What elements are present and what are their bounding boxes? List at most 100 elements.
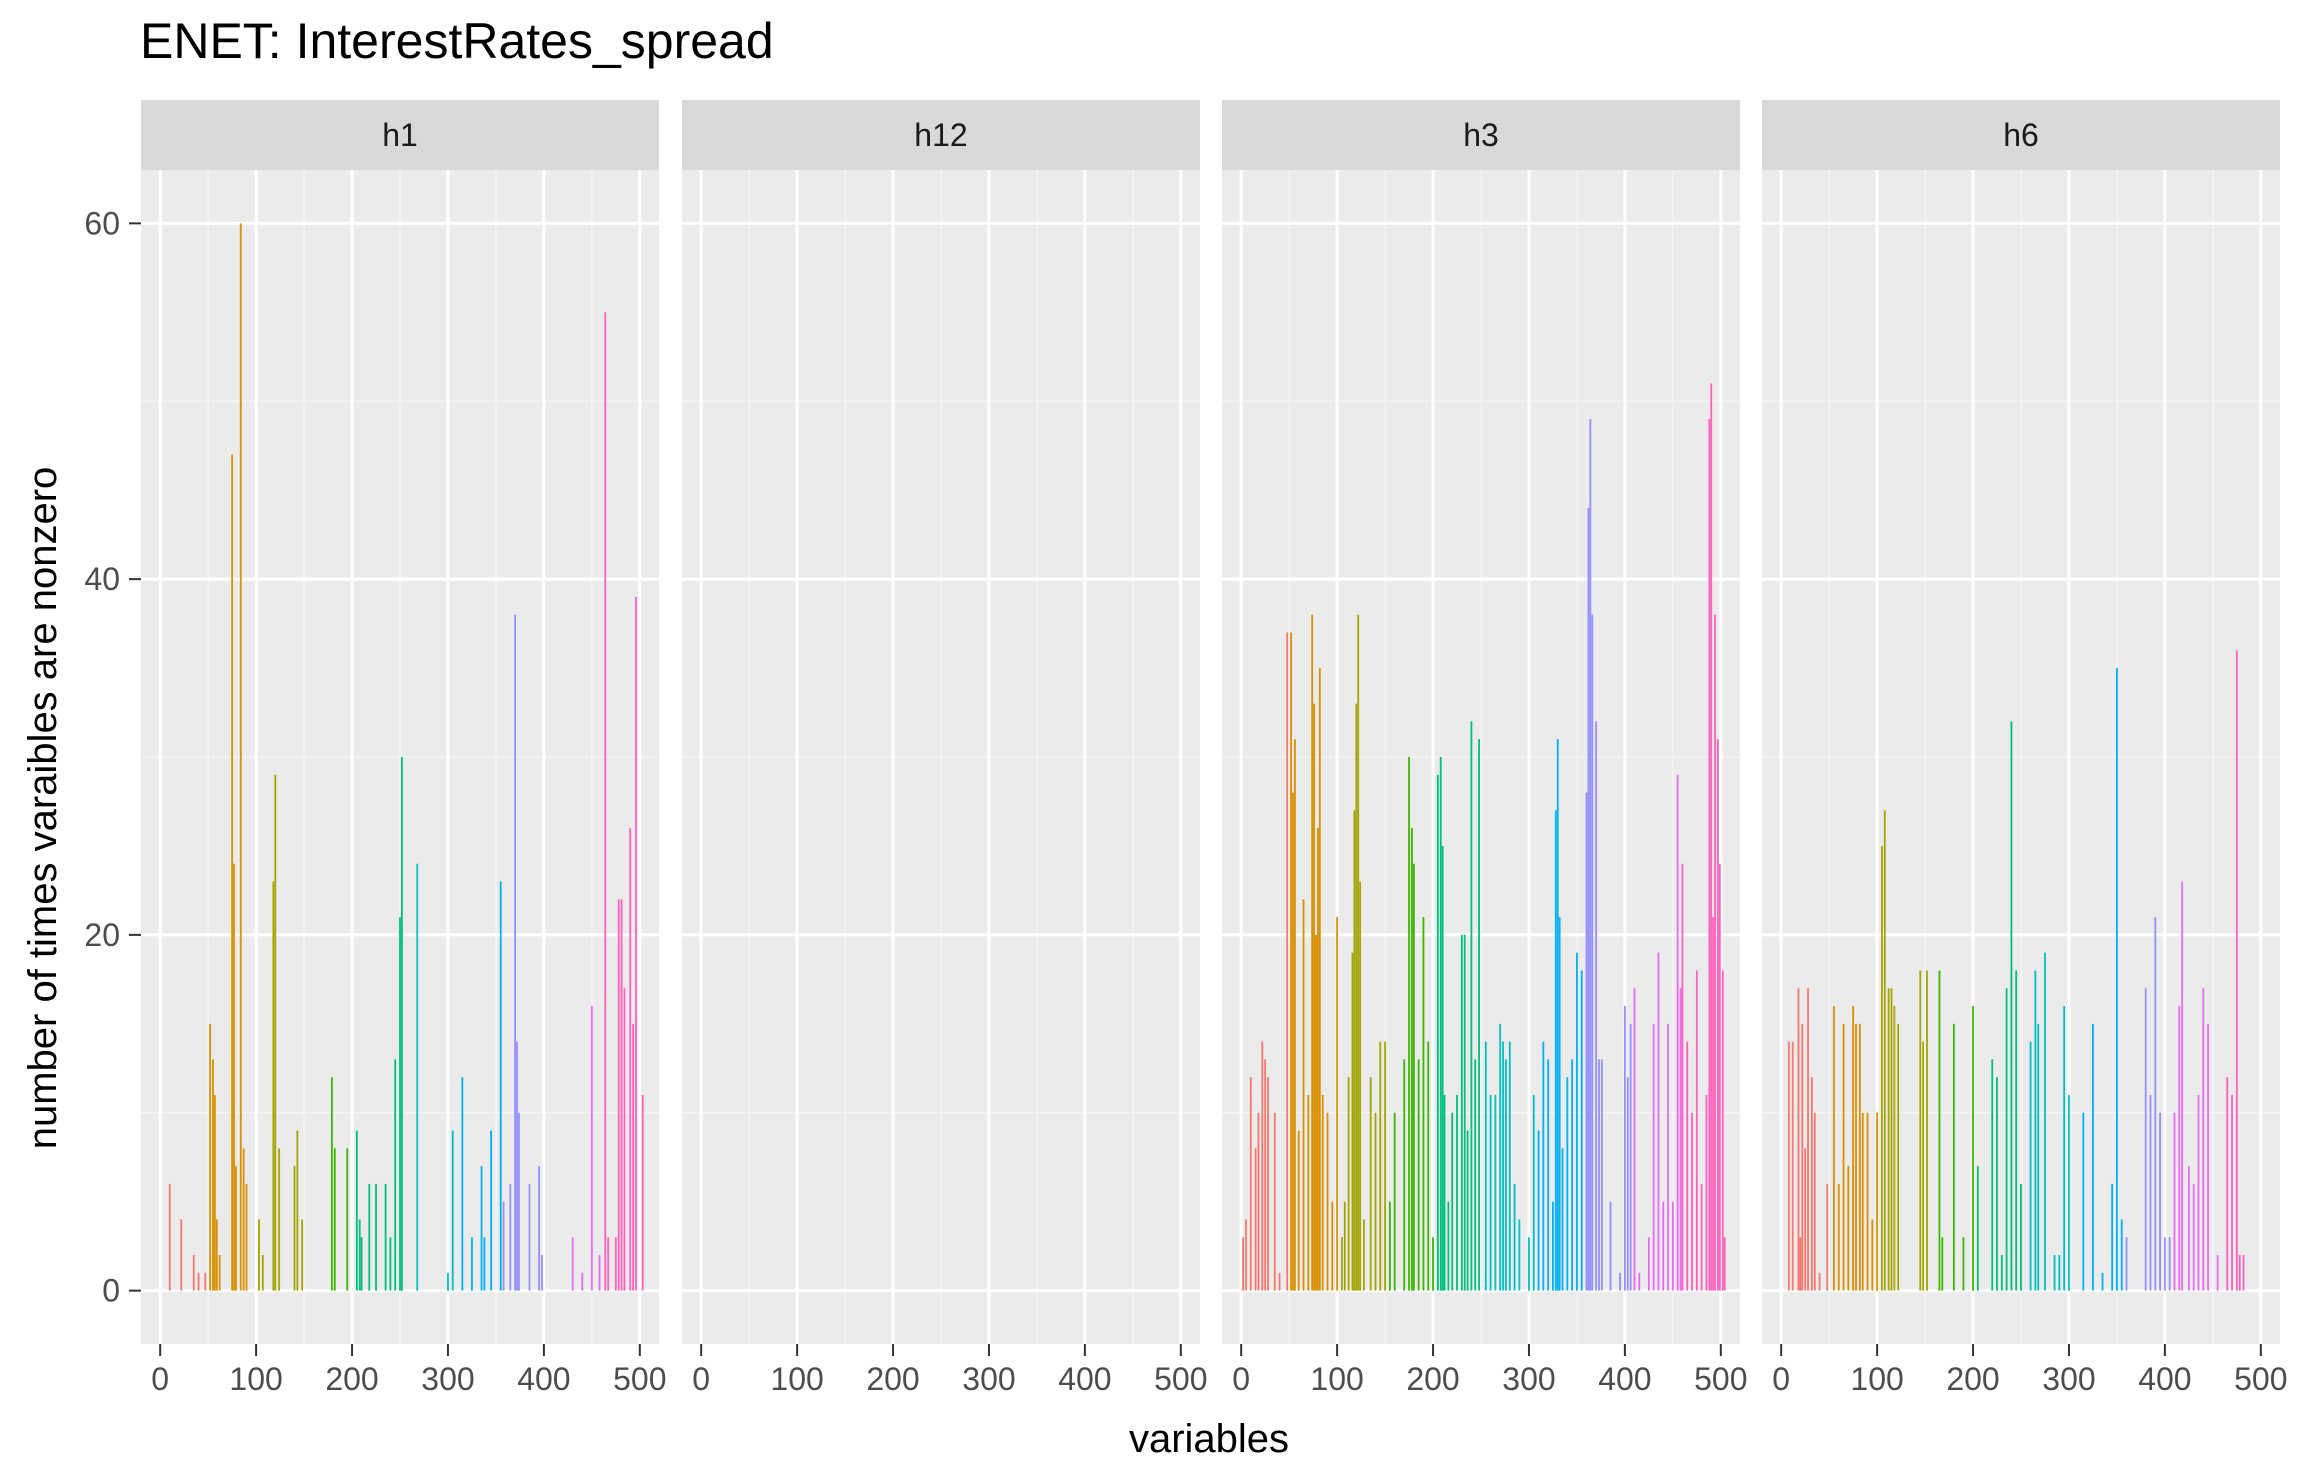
bar [2053, 1255, 2056, 1291]
bar [2163, 1237, 2166, 1291]
facet-strip-label: h6 [2003, 117, 2039, 153]
bar [604, 312, 607, 1291]
bar [514, 614, 517, 1291]
bar [1600, 1059, 1603, 1291]
bar [1408, 757, 1410, 1291]
bar [2192, 1183, 2195, 1291]
facet-strip [682, 100, 1200, 170]
facet-strip-label: h3 [1463, 117, 1499, 153]
bar [274, 774, 277, 1291]
bar [1273, 1112, 1276, 1291]
bar [1842, 1023, 1845, 1291]
bar [2000, 1255, 2003, 1291]
bar [1714, 614, 1716, 1291]
bar [1321, 1094, 1324, 1291]
bar [1508, 1041, 1511, 1291]
x-tick-label: 300 [962, 1361, 1015, 1397]
bar [1311, 614, 1314, 1291]
bar [333, 1148, 336, 1291]
y-tick-label: 0 [102, 1273, 120, 1309]
bar [394, 1059, 397, 1291]
bar [1439, 757, 1442, 1291]
bar [1883, 810, 1886, 1291]
bar [1871, 1219, 1874, 1291]
chart-title: ENET: InterestRates_spread [140, 13, 774, 69]
bar [1357, 614, 1360, 1291]
bar [1876, 1112, 1879, 1291]
bar [1343, 1201, 1346, 1291]
bar [1576, 952, 1578, 1291]
bar [242, 1148, 245, 1291]
bars-h3 [1242, 383, 1726, 1291]
bar [213, 1094, 216, 1291]
bar [1595, 721, 1598, 1291]
bar [1355, 703, 1358, 1291]
y-axis-label: number of times varaibles are nonzero [21, 467, 65, 1150]
bar [1847, 1166, 1850, 1291]
y-tick-label: 40 [84, 561, 120, 597]
bar [1976, 1166, 1979, 1291]
bar [1558, 917, 1561, 1291]
bar [1991, 1059, 1994, 1291]
x-tick-label: 0 [692, 1361, 710, 1397]
bar [1695, 970, 1698, 1291]
bar [1810, 1077, 1813, 1291]
bar [2159, 1112, 2161, 1291]
bar [2154, 917, 2157, 1291]
bar [571, 1237, 574, 1291]
bar [1881, 845, 1883, 1291]
bar [1787, 1041, 1790, 1291]
bar [1652, 1023, 1655, 1291]
bar [1412, 863, 1415, 1291]
bar [1347, 1077, 1350, 1291]
bar [293, 1166, 296, 1291]
bar [1791, 1041, 1794, 1291]
bar [1587, 507, 1590, 1291]
bar [1502, 1041, 1504, 1291]
bar [231, 454, 234, 1291]
bar [1804, 1148, 1807, 1291]
bar [1952, 1023, 1955, 1291]
x-tick-label: 100 [229, 1361, 282, 1397]
bar [296, 1130, 299, 1291]
bar [1633, 988, 1636, 1291]
bar [1315, 934, 1317, 1291]
bar [1245, 1219, 1247, 1291]
bar [1797, 988, 1800, 1291]
bar [1474, 1059, 1477, 1291]
bar [1807, 988, 1809, 1291]
bar [209, 1023, 211, 1291]
x-tick-label: 200 [866, 1361, 919, 1397]
bar [1852, 1006, 1855, 1291]
x-tick-label: 400 [1058, 1361, 1111, 1397]
bar [1443, 1094, 1446, 1291]
bar [641, 1094, 644, 1291]
bar [1331, 1201, 1334, 1291]
bar [1441, 845, 1444, 1291]
bar [1589, 419, 1592, 1291]
bar [598, 1255, 601, 1291]
facet-strip [1762, 100, 2280, 170]
y-tick-label: 20 [84, 917, 120, 953]
bar [1667, 1023, 1669, 1291]
bar [389, 1237, 392, 1291]
bar [1317, 828, 1319, 1291]
x-tick-label: 100 [1850, 1361, 1903, 1397]
bar [1353, 810, 1356, 1291]
bar [2231, 1094, 2233, 1291]
bar [2125, 1237, 2128, 1291]
bar [1833, 1006, 1835, 1291]
bar [1294, 739, 1296, 1291]
bar [1598, 1059, 1600, 1291]
bar [1691, 1112, 1693, 1291]
bar [2063, 1006, 2066, 1291]
bar [620, 899, 623, 1291]
bar [1451, 1112, 1454, 1291]
x-tick-label: 500 [2234, 1361, 2287, 1397]
bar [1866, 1112, 1869, 1291]
bar [1941, 1237, 1944, 1291]
bar [1456, 1094, 1458, 1291]
bar [1686, 1041, 1689, 1291]
bar [2226, 1077, 2229, 1291]
bar [1585, 792, 1588, 1291]
